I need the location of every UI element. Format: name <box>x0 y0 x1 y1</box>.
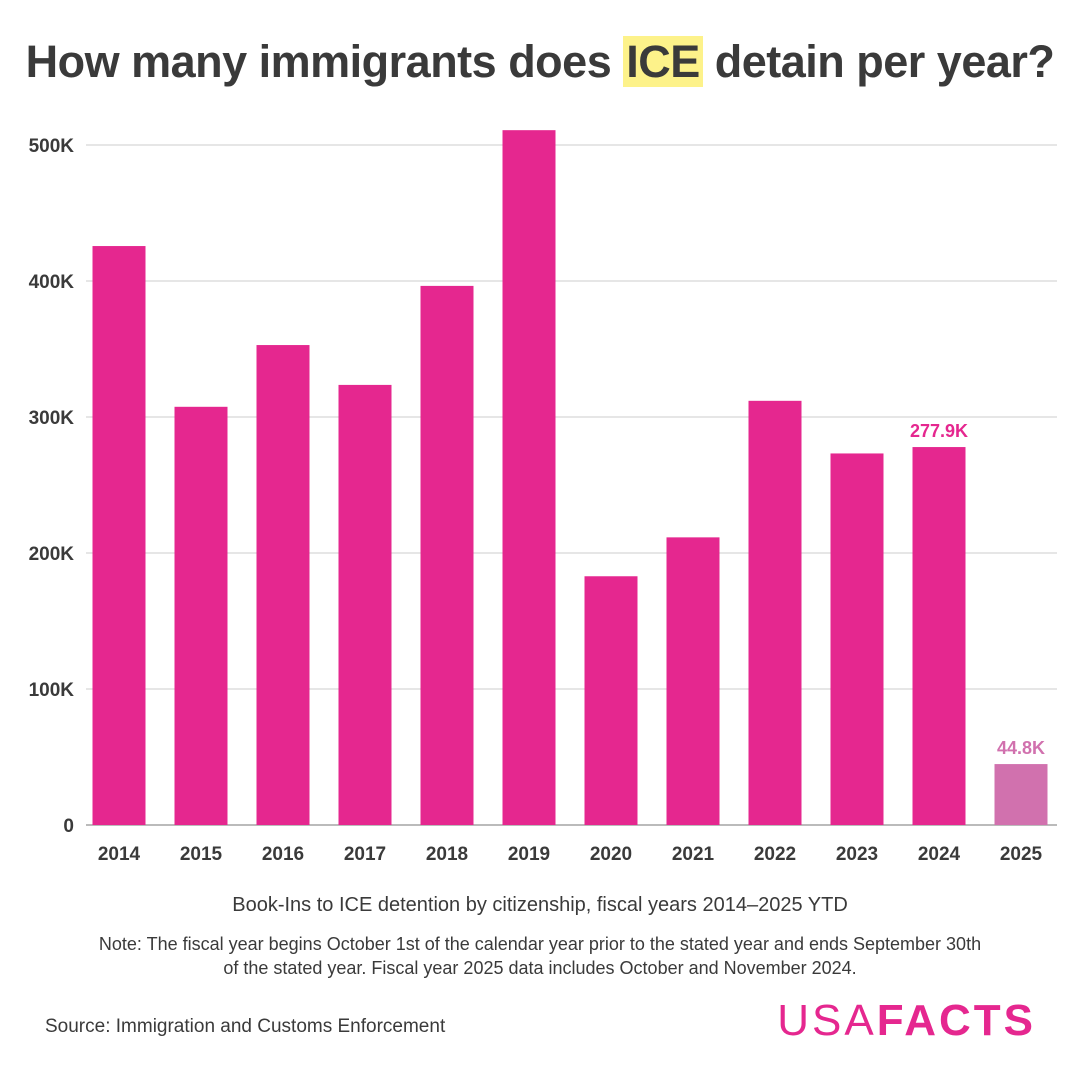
bar-2021 <box>666 537 720 825</box>
logo-thin-text: USA <box>777 996 877 1045</box>
title-post: detain per year? <box>702 36 1055 87</box>
bar-2024 <box>912 447 966 825</box>
x-tick-label: 2021 <box>672 844 715 865</box>
logo-bold-text: FACTS <box>876 996 1036 1045</box>
y-tick-label: 500K <box>29 136 75 157</box>
x-tick-label: 2014 <box>98 844 141 865</box>
y-tick-label: 0 <box>63 816 74 837</box>
bar-chart: 0 100K 200K 300K 400K 500K 2014 2015 2016 2017 201… <box>29 130 1057 865</box>
data-label-2024: 277.9K <box>910 421 968 441</box>
bar-2018 <box>420 285 474 825</box>
y-tick-label: 300K <box>29 408 75 429</box>
x-tick-label: 2019 <box>508 844 550 865</box>
bar-2017 <box>338 384 392 825</box>
y-tick-label: 200K <box>29 544 75 565</box>
usafacts-logo: USAFACTS <box>777 996 1036 1046</box>
data-label-2025: 44.8K <box>997 738 1045 758</box>
bar-2019 <box>502 130 556 825</box>
title-highlight: ICE <box>623 36 703 87</box>
bar-2015 <box>174 406 228 825</box>
x-tick-label: 2015 <box>180 844 223 865</box>
chart-title: How many immigrants does ICE detain per … <box>0 36 1080 88</box>
title-pre: How many immigrants does <box>25 36 624 87</box>
bar-2020 <box>584 576 638 825</box>
x-tick-label: 2025 <box>1000 844 1043 865</box>
bar-2016 <box>256 345 310 825</box>
bar-2025 <box>994 764 1048 825</box>
y-tick-label: 400K <box>29 272 75 293</box>
x-tick-label: 2023 <box>836 844 878 865</box>
x-tick-label: 2020 <box>590 844 632 865</box>
x-tick-label: 2018 <box>426 844 468 865</box>
x-tick-label: 2016 <box>262 844 304 865</box>
chart-note: Note: The fiscal year begins October 1st… <box>98 934 982 978</box>
chart-subtitle: Book-Ins to ICE detention by citizenship… <box>232 894 848 916</box>
x-tick-label: 2024 <box>918 844 961 865</box>
x-tick-label: 2017 <box>344 844 386 865</box>
bar-2014 <box>92 246 146 826</box>
bar-2022 <box>748 400 802 825</box>
bar-2023 <box>830 453 884 825</box>
y-tick-label: 100K <box>29 680 75 701</box>
x-tick-label: 2022 <box>754 844 796 865</box>
source-text: Source: Immigration and Customs Enforcem… <box>45 1016 446 1037</box>
